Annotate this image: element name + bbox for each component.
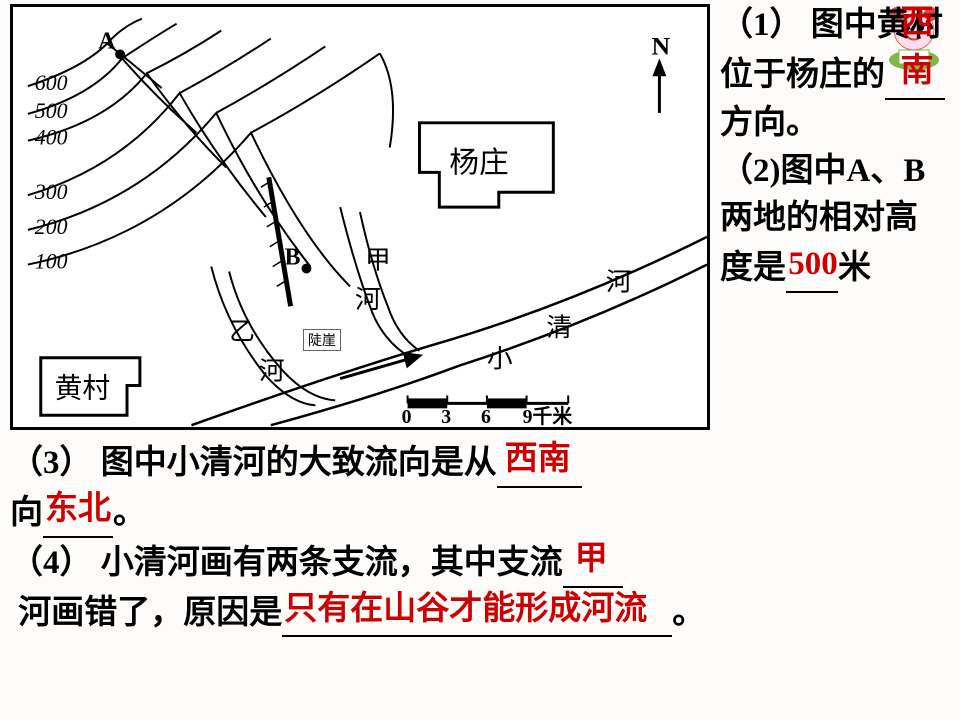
svg-text:河: 河 <box>355 285 381 314</box>
village-yangzhuang-label: 杨庄 <box>449 146 508 179</box>
q3-answer1: 西南 <box>505 436 571 484</box>
contour-lines <box>28 19 393 287</box>
svg-text:3: 3 <box>441 406 451 427</box>
q1-post: 方向。 <box>720 105 819 141</box>
q4-answer2: 只有在山谷才能形成河流 <box>284 586 647 634</box>
svg-text:河: 河 <box>259 357 285 386</box>
q4-post: 。 <box>672 595 705 631</box>
q2-answer: 500 <box>786 241 840 289</box>
q3-pre: （3） 图中小清河的大致流向是从 <box>10 445 497 481</box>
q3-blank2: 东北 <box>43 488 113 538</box>
svg-text:0: 0 <box>402 406 412 427</box>
svg-text:6: 6 <box>481 406 491 427</box>
svg-text:500: 500 <box>35 99 68 123</box>
svg-text:小: 小 <box>487 345 513 374</box>
q4-blank2: 只有在山谷才能形成河流 <box>282 588 672 638</box>
svg-text:B: B <box>285 245 301 271</box>
scale-bar: 0 3 6 9千米 <box>402 395 573 427</box>
svg-text:600: 600 <box>35 71 68 95</box>
svg-text:100: 100 <box>35 250 68 274</box>
q1-answer: 西南 <box>887 0 947 96</box>
compass-north: N <box>651 31 670 112</box>
q3-answer2: 东北 <box>45 486 111 534</box>
dam-label: 陡崖 <box>303 329 341 351</box>
svg-text:甲: 甲 <box>365 246 391 275</box>
q4-mid: 河画错了，原因是 <box>18 595 282 631</box>
map-svg: 600 500 400 300 200 100 A B 杨庄 <box>13 7 707 427</box>
svg-text:河: 河 <box>606 267 632 296</box>
q4-blank1: 甲 <box>563 538 623 588</box>
svg-text:9千米: 9千米 <box>523 405 573 427</box>
questions-right: （1） 图中黄村位于杨庄的西南 方向。 （2)图中A、B两地的相对高度是500 … <box>720 2 950 293</box>
cliff-symbol <box>269 177 291 306</box>
q4-answer1: 甲 <box>575 536 608 584</box>
svg-text:清: 清 <box>546 313 572 342</box>
q3-mid: 向 <box>10 495 43 531</box>
q4-pre: （4） 小清河画有两条支流，其中支流 <box>10 545 563 581</box>
svg-text:300: 300 <box>34 180 68 204</box>
svg-text:400: 400 <box>35 126 68 150</box>
village-huangcun-label: 黄村 <box>55 373 111 404</box>
svg-text:N: N <box>651 31 670 60</box>
river-flow-arrow <box>340 354 419 379</box>
q1-blank: 西南 <box>885 50 945 100</box>
main-river <box>191 237 707 425</box>
svg-text:乙: 乙 <box>229 317 255 346</box>
q3-blank1: 西南 <box>497 438 582 488</box>
svg-text:200: 200 <box>35 215 68 239</box>
tributary-jia <box>340 207 419 354</box>
worksheet-container: 600 500 400 300 200 100 A B 杨庄 <box>0 0 960 720</box>
questions-bottom: （3） 图中小清河的大致流向是从西南 向东北 。 （4） 小清河画有两条支流，其… <box>10 438 950 637</box>
contour-labels: 600 500 400 300 200 100 <box>34 71 68 273</box>
q2-post: 米 <box>838 250 871 286</box>
svg-text:A: A <box>98 28 115 54</box>
topographic-map: 600 500 400 300 200 100 A B 杨庄 <box>10 4 710 430</box>
q2-blank: 500 <box>786 243 838 293</box>
q3-post: 。 <box>113 495 146 531</box>
